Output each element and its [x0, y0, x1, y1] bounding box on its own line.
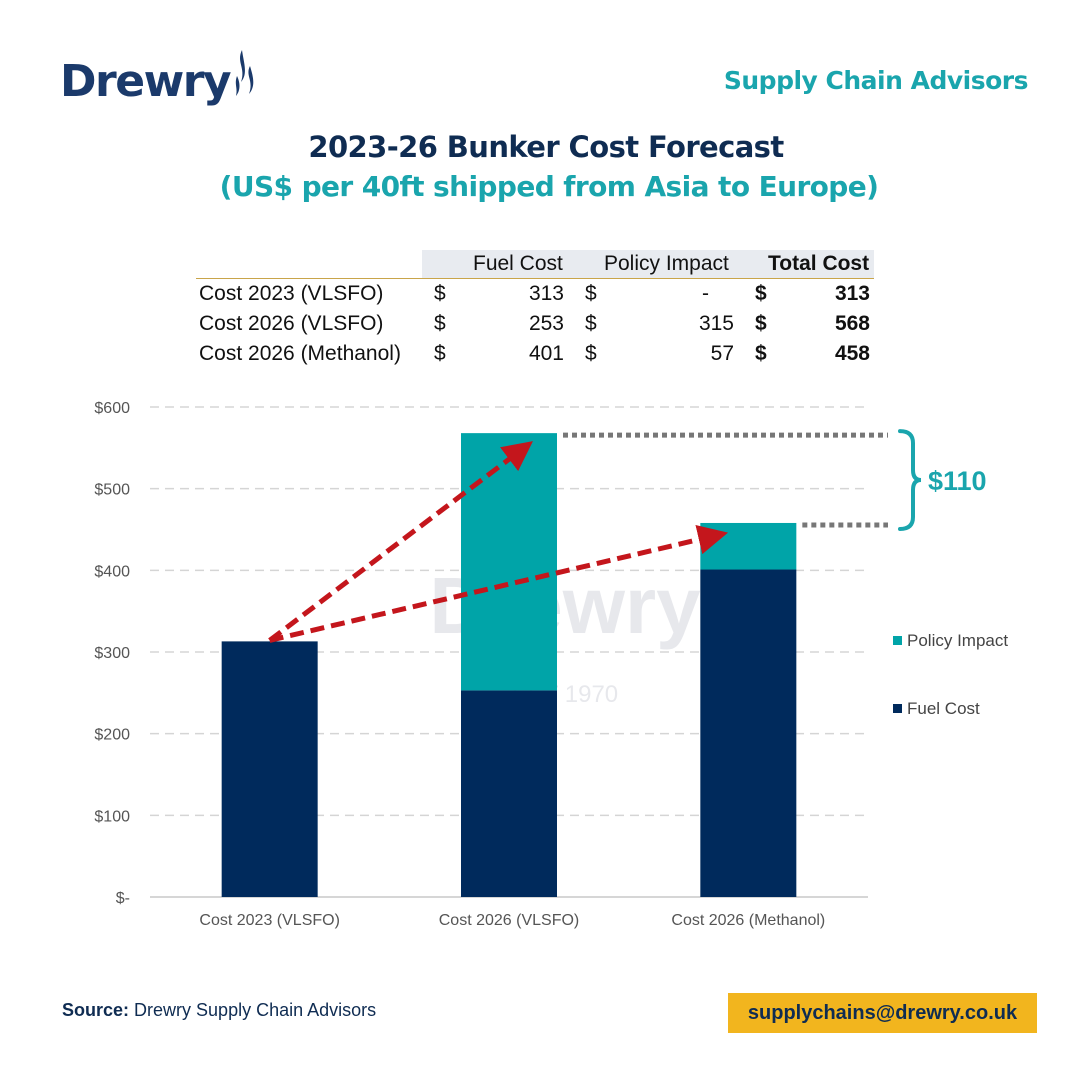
currency-symbol: $ [755, 282, 767, 305]
stacked-bar-chart: Drewry EST 1970 $-$100$200$300$400$500$6… [94, 400, 1008, 929]
source-label: Source: [62, 1000, 130, 1020]
currency-symbol: $ [755, 342, 767, 365]
cost-table: Fuel Cost Policy Impact Total Cost Cost … [196, 250, 874, 370]
col-header-total: Total Cost [768, 252, 870, 275]
currency-symbol: $ [434, 282, 446, 305]
chart-subtitle: (US$ per 40ft shipped from Asia to Europ… [219, 170, 879, 203]
bar-segment [461, 433, 557, 691]
source-note: Source: Drewry Supply Chain Advisors [62, 1000, 376, 1021]
contact-email[interactable]: supplychains@drewry.co.uk [728, 993, 1037, 1033]
row-label: Cost 2026 (VLSFO) [199, 312, 384, 335]
currency-symbol: $ [585, 282, 597, 305]
currency-symbol: $ [434, 342, 446, 365]
cell-fuel: 313 [528, 282, 564, 305]
bar-segment [700, 569, 797, 897]
y-tick-label: $- [116, 890, 130, 907]
cell-fuel: 253 [528, 312, 564, 335]
currency-symbol: $ [434, 312, 446, 335]
chart-title: 2023-26 Bunker Cost Forecast [308, 130, 784, 164]
cell-total: 313 [834, 282, 870, 305]
y-tick-label: $600 [94, 400, 130, 417]
y-tick-label: $300 [94, 645, 130, 662]
col-header-fuel: Fuel Cost [473, 252, 563, 275]
legend-swatch [893, 704, 902, 713]
cell-policy: - [702, 282, 709, 305]
x-tick-label: Cost 2026 (VLSFO) [439, 912, 580, 929]
legend-swatch [893, 636, 902, 645]
currency-symbol: $ [585, 312, 597, 335]
cell-policy: 315 [698, 312, 734, 335]
x-tick-label: Cost 2023 (VLSFO) [199, 912, 340, 929]
table-header-bg [422, 250, 874, 278]
legend-label: Fuel Cost [907, 699, 980, 718]
cell-policy: 57 [710, 342, 734, 365]
currency-symbol: $ [755, 312, 767, 335]
currency-symbol: $ [585, 342, 597, 365]
y-tick-label: $200 [94, 727, 130, 744]
cell-total: 458 [834, 342, 870, 365]
arrow-to-2026-methanol [269, 524, 729, 643]
y-tick-label: $500 [94, 482, 130, 499]
bar-segment [700, 522, 797, 570]
row-label: Cost 2026 (Methanol) [199, 342, 401, 365]
bar-segment [461, 690, 557, 897]
y-tick-label: $400 [94, 563, 130, 580]
col-header-policy: Policy Impact [604, 252, 729, 275]
cell-fuel: 401 [528, 342, 564, 365]
logo-text: Drewry [60, 56, 232, 107]
table-header-rule [196, 278, 874, 279]
y-tick-label: $100 [94, 808, 130, 825]
bar-segment [221, 641, 318, 897]
source-text: Drewry Supply Chain Advisors [134, 1000, 377, 1020]
curly-brace [898, 429, 922, 531]
drewry-logo: Drewry [60, 50, 260, 112]
brand-right: Supply Chain Advisors [723, 66, 1029, 95]
cell-total: 568 [834, 312, 870, 335]
x-tick-label: Cost 2026 (Methanol) [671, 912, 825, 929]
arrow-to-2026-vlsfo [268, 441, 533, 643]
row-label: Cost 2023 (VLSFO) [199, 282, 384, 305]
difference-annotation: $110 [928, 466, 987, 496]
legend-label: Policy Impact [907, 631, 1008, 650]
flame-icon [235, 50, 254, 96]
